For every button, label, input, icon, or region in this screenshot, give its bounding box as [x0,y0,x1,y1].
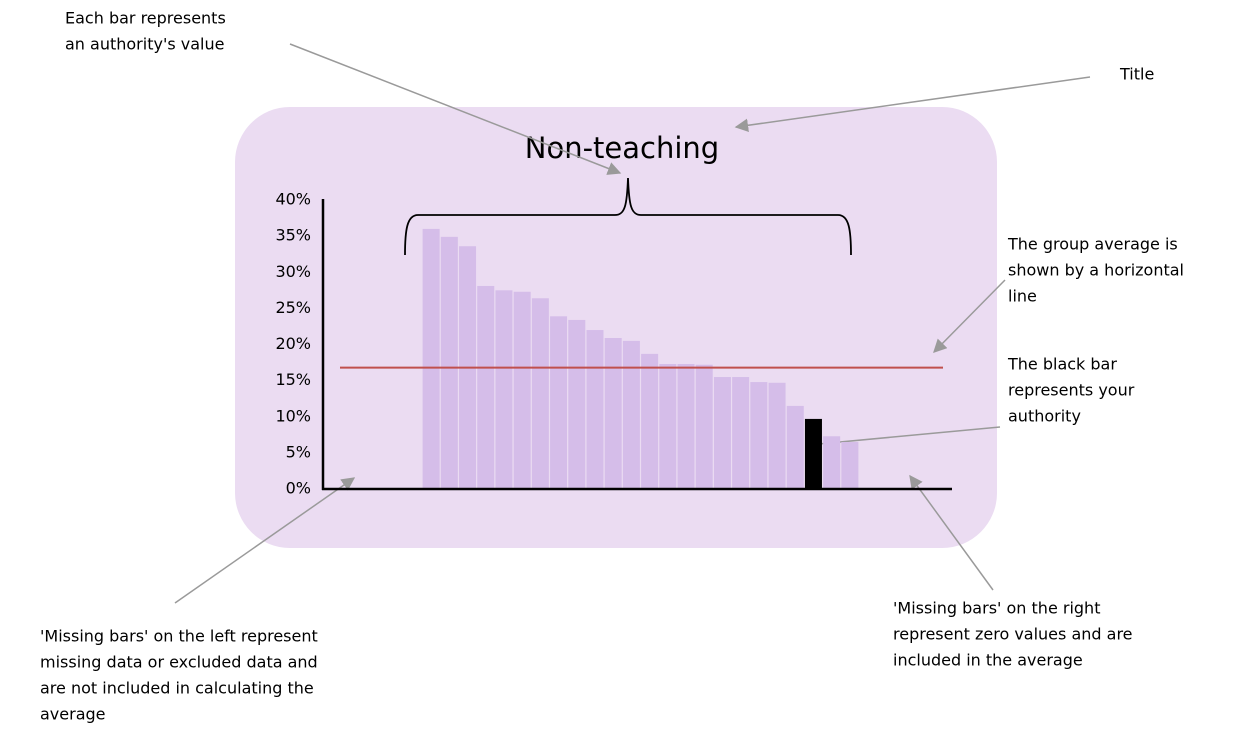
plot [340,228,943,489]
y-tick-label: 25% [275,298,311,317]
bar [641,353,659,489]
arrow [174,477,356,604]
bar [550,316,568,489]
bar [568,319,586,489]
y-tick-label: 30% [275,262,311,281]
y-tick-label: 0% [286,479,311,498]
annotation: average [40,705,106,724]
arrow [289,43,622,175]
brace [404,177,852,256]
annotation: missing data or excluded data and [40,653,318,672]
annotation: 'Missing bars' on the right [893,599,1100,618]
bar [531,298,549,489]
annotation: authority [1008,407,1081,426]
annotation: an authority's value [65,35,224,54]
y-tick-label: 5% [286,442,311,461]
annotation: 'Missing bars' on the left represent [40,627,318,646]
chart-title: Non-teaching [525,131,719,165]
bar [713,377,731,489]
bar [750,382,768,489]
bar [477,285,495,489]
bar [586,330,604,489]
bar [804,418,822,489]
y-tick-label: 10% [275,406,311,425]
bar [659,364,677,489]
bar [732,377,750,489]
bar [823,436,841,489]
bar [422,228,440,489]
annotation: are not included in calculating the [40,679,314,698]
arrow [933,279,1006,353]
arrow [734,76,1091,132]
bar [622,340,640,489]
bar [440,236,458,489]
annotation: line [1008,287,1037,306]
bar [841,442,859,489]
annotation: shown by a horizontal [1008,261,1184,280]
annotation: represents your [1008,381,1135,400]
annotation: included in the average [893,651,1083,670]
bar [495,290,513,489]
y-tick-label: 35% [275,226,311,245]
annotation: The black bar [1007,355,1117,374]
bar [513,291,531,489]
bar [604,337,622,489]
bar [786,405,804,489]
annotation: Title [1119,65,1154,84]
y-tick-label: 20% [275,334,311,353]
y-tick-label: 15% [275,370,311,389]
annotation: represent zero values and are [893,625,1133,644]
annotation: Each bar represents [65,9,226,28]
arrow [909,474,994,591]
annotation: The group average is [1007,235,1178,254]
y-tick-label: 40% [275,190,311,209]
bar [695,364,713,489]
bar [677,364,695,489]
bar [768,382,786,489]
